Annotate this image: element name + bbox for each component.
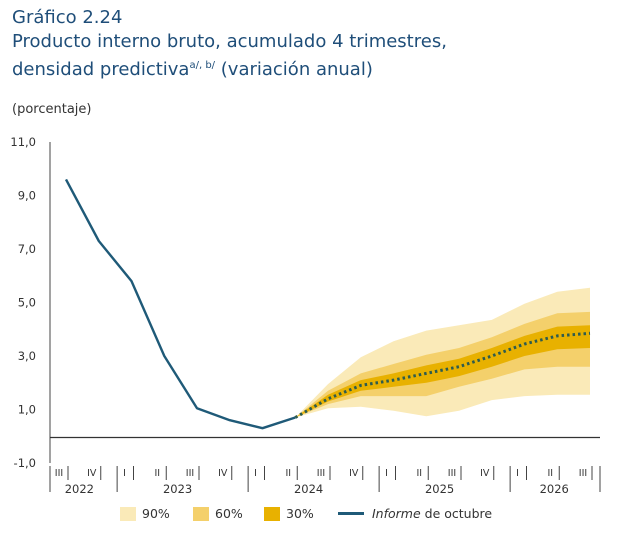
x-quarter-label: IV: [480, 468, 490, 479]
legend-item-60: 60%: [193, 506, 243, 521]
x-quarter-label: III: [55, 468, 63, 479]
x-quarter-label: III: [448, 468, 456, 479]
x-quarter-label: I: [385, 468, 388, 479]
legend-label-30: 30%: [286, 506, 314, 521]
chart-title-footnote-marks: a/, b/: [189, 60, 216, 71]
legend-label-history-rest: de octubre: [420, 506, 493, 521]
chart-header: Gráfico 2.24 Producto interno bruto, acu…: [12, 6, 447, 82]
legend-item-history: Informe de octubre: [338, 506, 492, 521]
x-year-label: 2024: [294, 482, 323, 496]
y-tick-label: 7,0: [18, 242, 36, 256]
x-quarter-label: II: [547, 468, 553, 479]
history-line: [64, 178, 296, 430]
x-quarter-label: IV: [218, 468, 228, 479]
x-quarter-label: I: [254, 468, 257, 479]
y-tick-label: 11,0: [10, 135, 36, 149]
y-tick-label: 5,0: [18, 296, 36, 310]
x-quarter-label: IV: [349, 468, 359, 479]
legend-label-history-italic: Informe: [372, 506, 421, 521]
x-year-label: 2022: [65, 482, 94, 496]
chart-title-line2: densidad predictivaa/, b/ (variación anu…: [12, 54, 447, 82]
x-year-label: 2025: [425, 482, 454, 496]
x-quarter-label: III: [317, 468, 325, 479]
legend-line-history: [338, 512, 364, 515]
y-tick-label: 9,0: [18, 189, 36, 203]
chart-title-line1: Producto interno bruto, acumulado 4 trim…: [12, 31, 447, 52]
x-quarter-label: IV: [87, 468, 97, 479]
forecast-median-line: [294, 331, 591, 419]
y-tick-label: 3,0: [18, 349, 36, 363]
legend-swatch-90: [120, 506, 136, 521]
legend-label-90: 90%: [142, 506, 170, 521]
chart-number: Gráfico 2.24: [12, 7, 123, 28]
x-year-label: 2023: [163, 482, 192, 496]
x-quarter-label: II: [416, 468, 422, 479]
x-quarter-label: III: [186, 468, 194, 479]
x-quarter-label: I: [516, 468, 519, 479]
legend-label-60: 60%: [215, 506, 243, 521]
unit-label: (porcentaje): [12, 102, 92, 117]
y-tick-label: -1,0: [14, 456, 36, 470]
legend-item-30: 30%: [264, 506, 314, 521]
legend-item-90: 90%: [120, 506, 170, 521]
legend-swatch-60: [193, 506, 209, 521]
x-year-label: 2026: [540, 482, 569, 496]
y-tick-label: 1,0: [18, 403, 36, 417]
x-quarter-label: I: [123, 468, 126, 479]
x-quarter-label: II: [285, 468, 291, 479]
chart-title-line2-text: densidad predictiva: [12, 59, 190, 80]
x-quarter-label: II: [154, 468, 160, 479]
legend-swatch-30: [264, 506, 280, 521]
chart-title-line2-end: (variación anual): [215, 59, 373, 80]
x-quarter-label: III: [579, 468, 587, 479]
